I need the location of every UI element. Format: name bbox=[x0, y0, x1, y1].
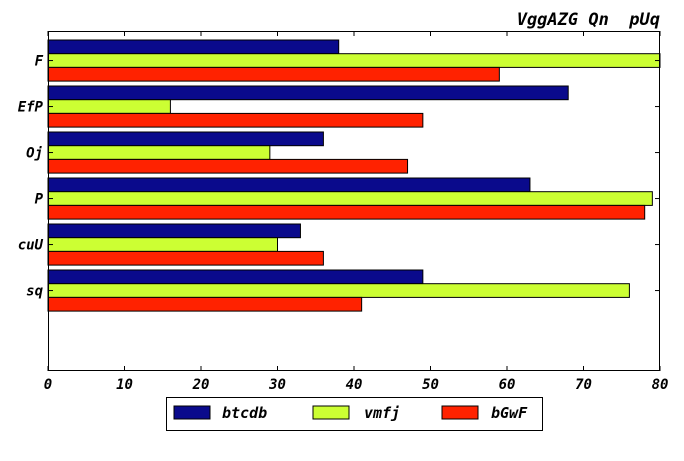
y-tick-label-P: P bbox=[35, 192, 44, 208]
bar-vmfj-Oj bbox=[47, 145, 271, 160]
x-tick-label-40: 40 bbox=[346, 377, 363, 393]
legend-swatch-btcdb bbox=[173, 405, 211, 420]
legend-swatch-bGwF bbox=[441, 405, 479, 420]
bar-btcdb-Oj bbox=[47, 131, 324, 147]
chart-title: VggAZG Qn pUq bbox=[517, 10, 660, 30]
bar-bGwF-F bbox=[47, 66, 500, 82]
bar-btcdb-sq bbox=[47, 269, 424, 285]
bar-btcdb-cuU bbox=[47, 223, 301, 239]
legend: btcdb vmfj bGwF bbox=[166, 397, 543, 431]
bar-vmfj-F bbox=[47, 53, 661, 68]
legend-frame bbox=[166, 397, 543, 431]
bar-btcdb-F bbox=[47, 39, 340, 55]
x-tick-label-10: 10 bbox=[116, 377, 133, 393]
legend-label-btcdb: btcdb bbox=[222, 404, 267, 422]
bars-layer bbox=[47, 39, 661, 312]
y-tick-label-cuU: cuU bbox=[18, 238, 44, 254]
y-tick-label-F: F bbox=[35, 54, 44, 70]
legend-label-vmfj: vmfj bbox=[364, 404, 400, 422]
bar-btcdb-EfP bbox=[47, 85, 569, 101]
legend-label-bGwF: bGwF bbox=[491, 404, 528, 422]
bar-vmfj-P bbox=[47, 191, 653, 206]
bar-bGwF-EfP bbox=[47, 112, 424, 128]
bar-btcdb-P bbox=[47, 177, 531, 193]
y-tick-label-sq: sq bbox=[26, 284, 43, 300]
bar-bGwF-Oj bbox=[47, 158, 409, 174]
x-tick-label-60: 60 bbox=[499, 377, 516, 393]
bar-bGwF-sq bbox=[47, 296, 363, 312]
bar-bGwF-P bbox=[47, 204, 646, 220]
x-tick-label-50: 50 bbox=[422, 377, 439, 393]
x-tick-label-80: 80 bbox=[652, 377, 669, 393]
bar-vmfj-EfP bbox=[47, 99, 171, 114]
y-tick-label-Oj: Oj bbox=[26, 146, 43, 162]
bar-vmfj-cuU bbox=[47, 237, 278, 252]
y-tick-label-EfP: EfP bbox=[18, 100, 44, 116]
bar-vmfj-sq bbox=[47, 283, 630, 298]
x-tick-label-0: 0 bbox=[44, 377, 52, 393]
legend-swatch-vmfj bbox=[312, 405, 350, 420]
bar-bGwF-cuU bbox=[47, 250, 324, 266]
x-tick-label-30: 30 bbox=[268, 377, 286, 393]
x-tick-label-20: 20 bbox=[192, 377, 210, 393]
x-tick-label-70: 70 bbox=[575, 377, 592, 393]
